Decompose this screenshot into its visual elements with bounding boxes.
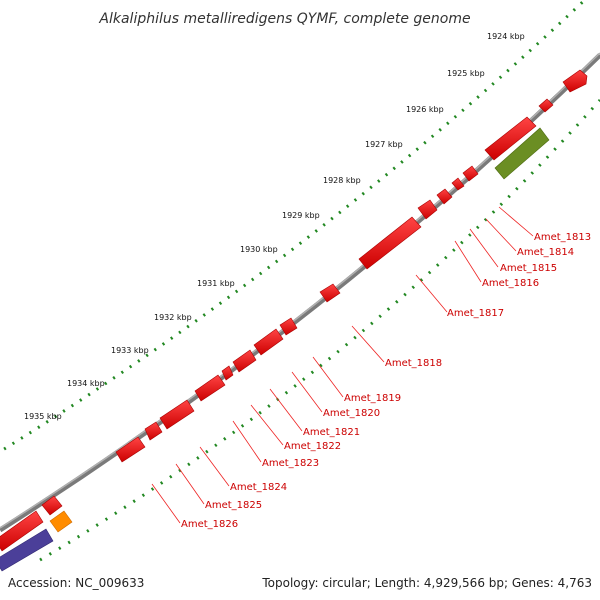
gene-label[interactable]: Amet_1820 [323,408,380,419]
kbp-labels: 1924 kbp 1925 kbp 1926 kbp 1927 kbp 1928… [24,32,525,421]
gene-feature[interactable] [279,317,298,336]
gene-feature[interactable] [144,421,163,441]
gene-feature[interactable] [159,399,195,430]
gene-feature[interactable] [538,98,554,113]
kbp-label: 1929 kbp [282,211,320,220]
gene-feature[interactable] [451,177,465,191]
gene-label[interactable]: Amet_1822 [284,441,341,452]
gene-label[interactable]: Amet_1821 [303,427,360,438]
kbp-label: 1932 kbp [154,313,192,322]
kbp-label: 1928 kbp [323,176,361,185]
gene-feature[interactable] [319,283,341,303]
gene-feature[interactable] [232,349,257,373]
gene-features [0,69,588,552]
gene-label[interactable]: Amet_1818 [385,358,442,369]
accession-text: Accession: NC_009633 [8,576,144,590]
gene-label[interactable]: Amet_1825 [205,500,262,511]
gene-label[interactable]: Amet_1816 [482,278,539,289]
gene-feature[interactable] [221,365,234,381]
inner-scale-ring [39,99,600,562]
gene-feature[interactable] [115,436,146,463]
kbp-label: 1931 kbp [197,279,235,288]
outer-scale-ring [0,0,587,454]
gene-label[interactable]: Amet_1814 [517,247,574,258]
kbp-label: 1934 kbp [67,379,105,388]
purple-feature[interactable] [0,528,54,572]
gene-feature[interactable] [484,116,537,161]
gene-feature[interactable] [194,374,226,402]
gene-label[interactable]: Amet_1824 [230,482,287,493]
gene-feature[interactable] [253,328,284,356]
olive-feature[interactable] [494,127,550,180]
genome-title: Alkaliphilus metalliredigens QYMF, compl… [98,11,470,27]
kbp-label: 1930 kbp [240,245,278,254]
gene-feature[interactable] [436,188,453,205]
kbp-label: 1927 kbp [365,140,403,149]
kbp-label: 1924 kbp [487,32,525,41]
gene-feature[interactable] [41,495,63,516]
gene-feature[interactable] [462,165,479,182]
gene-feature[interactable] [562,69,588,93]
gene-label[interactable]: Amet_1813 [534,232,591,243]
gene-label[interactable]: Amet_1826 [181,519,238,530]
orange-feature[interactable] [49,510,73,533]
gene-label[interactable]: Amet_1823 [262,458,319,469]
gene-labels: Amet_1813 Amet_1814 Amet_1815 Amet_1816 … [181,232,591,530]
leader-lines [151,206,534,524]
gene-label[interactable]: Amet_1815 [500,263,557,274]
kbp-label: 1935 kbp [24,412,62,421]
kbp-label: 1933 kbp [111,346,149,355]
gene-feature[interactable] [417,199,438,220]
topology-text: Topology: circular; Length: 4,929,566 bp… [261,576,592,590]
gene-feature[interactable] [358,216,422,270]
gene-feature[interactable] [0,510,44,552]
gene-label[interactable]: Amet_1819 [344,393,401,404]
kbp-label: 1925 kbp [447,69,485,78]
gene-label[interactable]: Amet_1817 [447,308,504,319]
kbp-label: 1926 kbp [406,105,444,114]
